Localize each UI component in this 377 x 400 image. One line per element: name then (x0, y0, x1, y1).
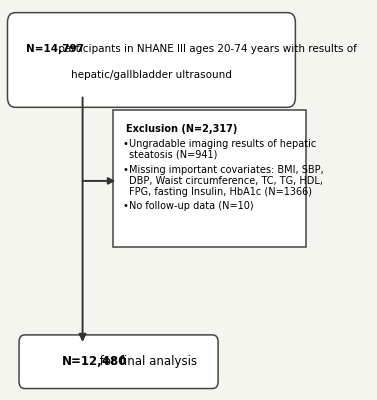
Text: FPG, fasting Insulin, HbA1c (N=1366): FPG, fasting Insulin, HbA1c (N=1366) (129, 186, 311, 196)
Text: for final analysis: for final analysis (96, 355, 197, 368)
Text: No follow-up data (N=10): No follow-up data (N=10) (129, 201, 253, 211)
Text: DBP, Waist circumference, TC, TG, HDL,: DBP, Waist circumference, TC, TG, HDL, (129, 176, 323, 186)
FancyBboxPatch shape (19, 335, 218, 388)
Text: •: • (122, 201, 128, 211)
Text: Missing important covariates: BMI, SBP,: Missing important covariates: BMI, SBP, (129, 165, 323, 175)
Text: Ungradable imaging results of hepatic: Ungradable imaging results of hepatic (129, 139, 316, 149)
Text: •: • (122, 139, 128, 149)
Text: •: • (122, 165, 128, 175)
Text: participants in NHANE III ages 20-74 years with results of: participants in NHANE III ages 20-74 yea… (55, 44, 357, 54)
Text: N=14,797: N=14,797 (26, 44, 84, 54)
FancyBboxPatch shape (113, 110, 306, 246)
Text: steatosis (N=941): steatosis (N=941) (129, 150, 217, 160)
FancyBboxPatch shape (8, 13, 296, 107)
Text: hepatic/gallbladder ultrasound: hepatic/gallbladder ultrasound (71, 70, 232, 80)
Text: Exclusion (N=2,317): Exclusion (N=2,317) (126, 124, 238, 134)
Text: N=12,480: N=12,480 (62, 355, 127, 368)
